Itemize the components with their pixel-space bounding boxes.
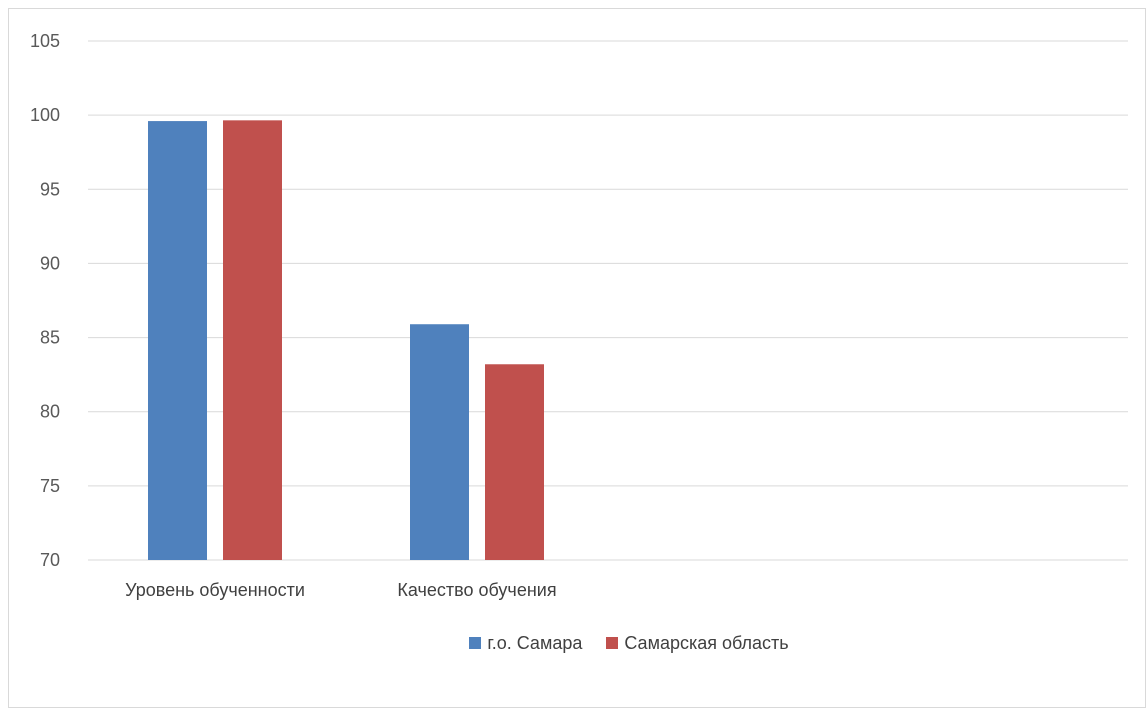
legend-swatch-series-1 [469, 637, 482, 649]
bar-series-2-category-1 [223, 120, 282, 560]
x-category-label: Качество обучения [397, 580, 556, 600]
legend-item-series-2: Самарская область [606, 632, 789, 654]
y-tick-label: 85 [40, 328, 60, 348]
x-axis-categories: Уровень обученности Качество обучения [125, 580, 557, 600]
y-tick-label: 95 [40, 179, 60, 199]
legend-label-series-1: г.о. Самара [487, 632, 583, 653]
y-tick-label: 90 [40, 253, 60, 273]
y-tick-label: 75 [40, 476, 60, 496]
legend: г.о. Самара Самарская область [0, 628, 1148, 658]
legend-item-series-1: г.о. Самара [469, 633, 582, 654]
y-axis-ticks: 70 75 80 85 90 95 100 105 [30, 31, 60, 570]
legend-label-series-2: Самарская область [624, 632, 789, 653]
legend-swatch-series-2 [606, 637, 619, 649]
y-tick-label: 70 [40, 550, 60, 570]
y-tick-label: 80 [40, 402, 60, 422]
bar-chart: 70 75 80 85 90 95 100 105 Уровень обученности Ка… [30, 31, 1128, 600]
bar-series-1-category-2 [410, 324, 469, 560]
y-tick-label: 105 [30, 31, 60, 51]
x-category-label: Уровень обученности [125, 580, 305, 600]
bar-series-1-category-1 [148, 121, 207, 561]
bar-series-2-category-2 [485, 364, 544, 560]
bars [148, 120, 544, 561]
y-tick-label: 100 [30, 105, 60, 125]
